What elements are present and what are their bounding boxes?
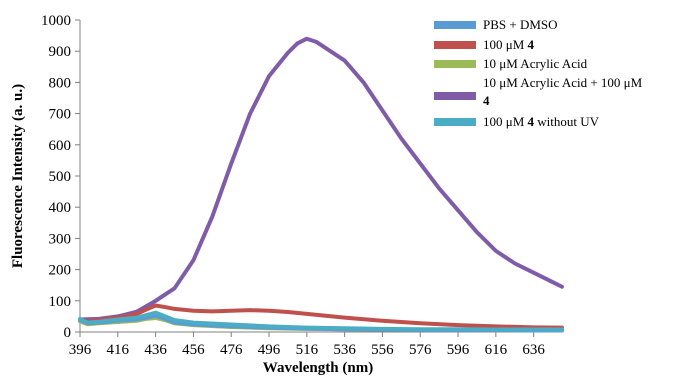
y-tick-label: 700: [49, 107, 72, 123]
legend-swatch-0: [434, 21, 476, 29]
legend-label-part: without UV: [534, 114, 600, 129]
x-tick-label: 496: [258, 342, 281, 358]
y-axis-title: Fluorescence Intensity (a. u.): [10, 84, 26, 268]
y-tick-label: 600: [49, 138, 72, 154]
y-tick-label: 400: [49, 200, 72, 216]
series-line-1: [78, 303, 564, 330]
legend-label: PBS + DMSO: [483, 17, 558, 32]
legend-label-part: 4: [528, 114, 535, 129]
legend-swatch-4: [434, 118, 476, 126]
legend: PBS + DMSO 100 μM 4 10 μM Acrylic Acid 10 μ…: [434, 17, 643, 129]
y-tick-label: 0: [64, 325, 72, 341]
y-tick-label: 500: [49, 169, 72, 185]
legend-label: 10 μM Acrylic Acid: [483, 56, 588, 71]
x-tick-label: 596: [447, 342, 470, 358]
x-tick-label: 536: [333, 342, 356, 358]
legend-label: 10 μM Acrylic Acid + 100 μM: [483, 75, 643, 90]
axes: 0 100 200 300 400 500 600 700 800 900 1000 396 416 43…: [41, 13, 562, 358]
legend-swatch-1: [434, 41, 476, 49]
x-axis-title: Wavelength (nm): [263, 360, 373, 376]
y-tick-label: 200: [49, 263, 72, 279]
legend-swatch-3: [434, 92, 476, 100]
x-tick-label: 456: [182, 342, 205, 358]
x-tick-label: 436: [144, 342, 167, 358]
x-tick-label: 636: [522, 342, 545, 358]
legend-label: 100 μM 4 without UV: [483, 114, 600, 129]
x-tick-label: 616: [485, 342, 508, 358]
y-tick-label: 1000: [41, 13, 71, 29]
x-tick-label: 396: [69, 342, 92, 358]
series-layer: [78, 36, 564, 333]
y-tick-label: 900: [49, 44, 72, 60]
y-tick-label: 300: [49, 231, 72, 247]
legend-label-part: 100 μM: [483, 114, 528, 129]
legend-label-part: 4: [528, 37, 535, 52]
series-line-4: [78, 310, 564, 332]
y-tick-label: 100: [49, 294, 72, 310]
x-tick-label: 416: [107, 342, 130, 358]
y-tick-label: 800: [49, 75, 72, 91]
x-tick-label: 516: [296, 342, 319, 358]
x-tick-label: 556: [371, 342, 394, 358]
x-tick-label: 476: [220, 342, 243, 358]
legend-label-cont: 4: [483, 93, 490, 108]
legend-label: 100 μM 4: [483, 37, 535, 52]
series-line-3: [78, 36, 564, 322]
legend-swatch-2: [434, 60, 476, 68]
x-tick-label: 576: [409, 342, 432, 358]
legend-label-part: 100 μM: [483, 37, 528, 52]
